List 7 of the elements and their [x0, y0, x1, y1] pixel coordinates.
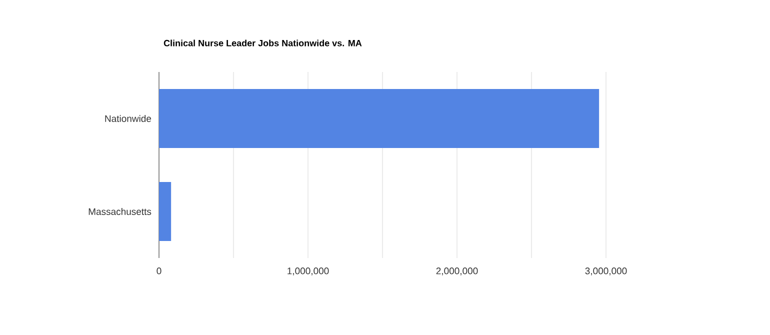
y-tick-label: Nationwide: [105, 115, 152, 122]
x-tick-label: 1,000,000: [288, 268, 329, 276]
x-tick-label: 3,000,000: [585, 268, 627, 276]
chart-title: Clinical Nurse Leader Jobs Nationwide vs. MA: [164, 40, 362, 46]
x-tick-label: 0: [156, 268, 162, 274]
y-tick-label: Massachusetts: [88, 208, 152, 215]
x-tick-label: 2,000,000: [436, 268, 478, 276]
